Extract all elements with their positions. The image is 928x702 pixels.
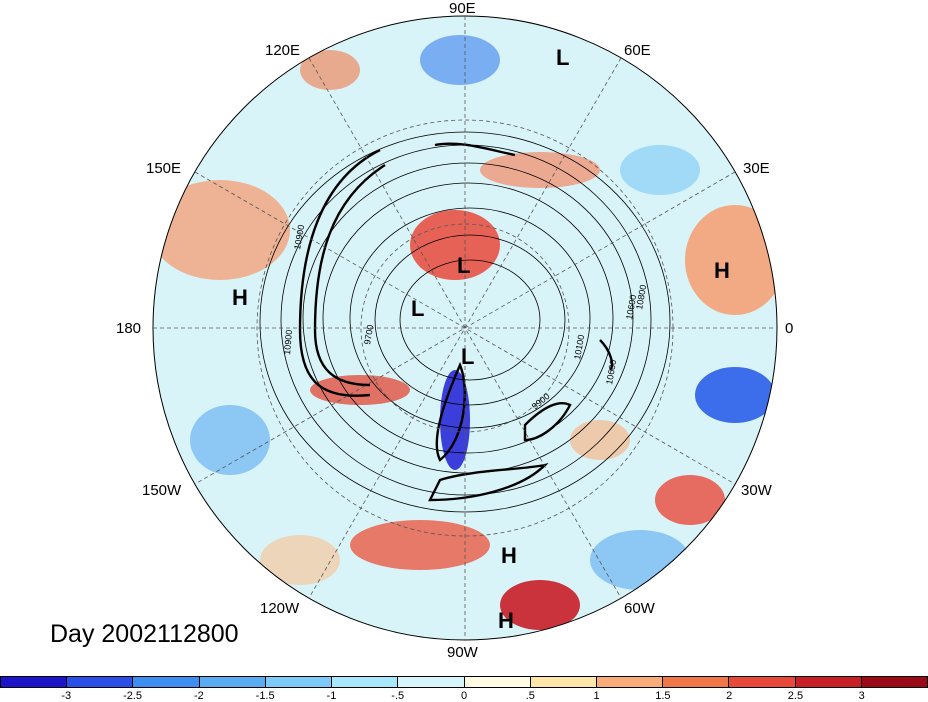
- colorbar-swatch: [530, 677, 597, 687]
- contour-label: 10900: [292, 224, 306, 250]
- lon-label-60e: 60E: [624, 42, 651, 59]
- colorbar-tick-label: 1: [593, 690, 600, 702]
- contour-label: 10800: [634, 284, 648, 310]
- colorbar-tick-label: 3: [858, 690, 865, 702]
- contour-label: 9700: [362, 324, 375, 345]
- colorbar-swatch: [1, 677, 68, 687]
- colorbar-tick-label: -1: [326, 690, 337, 702]
- high-center: H: [714, 258, 730, 283]
- map-title: Day 2002112800: [50, 620, 239, 648]
- colorbar-swatch: [464, 677, 531, 687]
- colorbar-swatch: [133, 677, 200, 687]
- high-center: H: [501, 543, 517, 568]
- colorbar-tick-label: -1.5: [255, 690, 275, 702]
- low-center: L: [411, 296, 425, 321]
- colorbar-tick-label: -3: [61, 690, 72, 702]
- colorbar-tick-label: 1.5: [655, 690, 671, 702]
- colorbar-tick-label: 2.5: [787, 690, 804, 702]
- low-center: L: [457, 253, 471, 278]
- lon-label-30w: 30W: [741, 482, 772, 499]
- colorbar-swatch: [265, 677, 333, 687]
- low-center: L: [461, 344, 475, 369]
- colorbar-tick-label: .5: [525, 690, 535, 702]
- colorbar-tick-label: -2.5: [123, 690, 143, 702]
- high-center: H: [498, 608, 514, 633]
- colorbar-tick-label: -.5: [391, 690, 405, 702]
- colorbar-swatch: [729, 677, 796, 687]
- lon-label-150e: 150E: [146, 160, 182, 177]
- graticule: [153, 16, 777, 640]
- contour-label: 10100: [572, 334, 586, 360]
- contour-label: 10600: [624, 294, 638, 320]
- colorbar-swatch: [332, 677, 399, 687]
- colorbar-swatch: [795, 677, 862, 687]
- contour-label: 10900: [282, 329, 294, 355]
- colorbar: [0, 676, 928, 688]
- colorbar-swatch: [861, 677, 928, 687]
- lon-label-180: 180: [116, 320, 142, 337]
- low-center: L: [556, 45, 570, 70]
- lon-label-150w: 150W: [142, 482, 182, 499]
- contour-label: 10600: [604, 359, 618, 385]
- lon-label-0: 0: [785, 320, 794, 337]
- colorbar-tick-label: 2: [726, 690, 733, 702]
- lon-label-120w: 120W: [260, 600, 300, 617]
- colorbar-swatch: [596, 677, 664, 687]
- lon-label-30e: 30E: [743, 160, 770, 177]
- lon-label-120e: 120E: [265, 42, 301, 59]
- colorbar-swatch: [398, 677, 465, 687]
- colorbar-tick-label: 0: [460, 690, 468, 702]
- jet-contours: [298, 142, 614, 502]
- colorbar-tick-label: -2: [193, 690, 204, 702]
- lon-label-60w: 60W: [624, 600, 655, 617]
- colorbar-swatch: [663, 677, 730, 687]
- polar-map: 10900 10900 9700 10600 10800 10100 10600…: [152, 15, 778, 641]
- colorbar-swatch: [67, 677, 134, 687]
- colorbar-swatch: [199, 677, 266, 687]
- high-center: H: [232, 285, 248, 310]
- lon-label-90e: 90E: [449, 0, 476, 17]
- lon-label-90w: 90W: [447, 644, 478, 661]
